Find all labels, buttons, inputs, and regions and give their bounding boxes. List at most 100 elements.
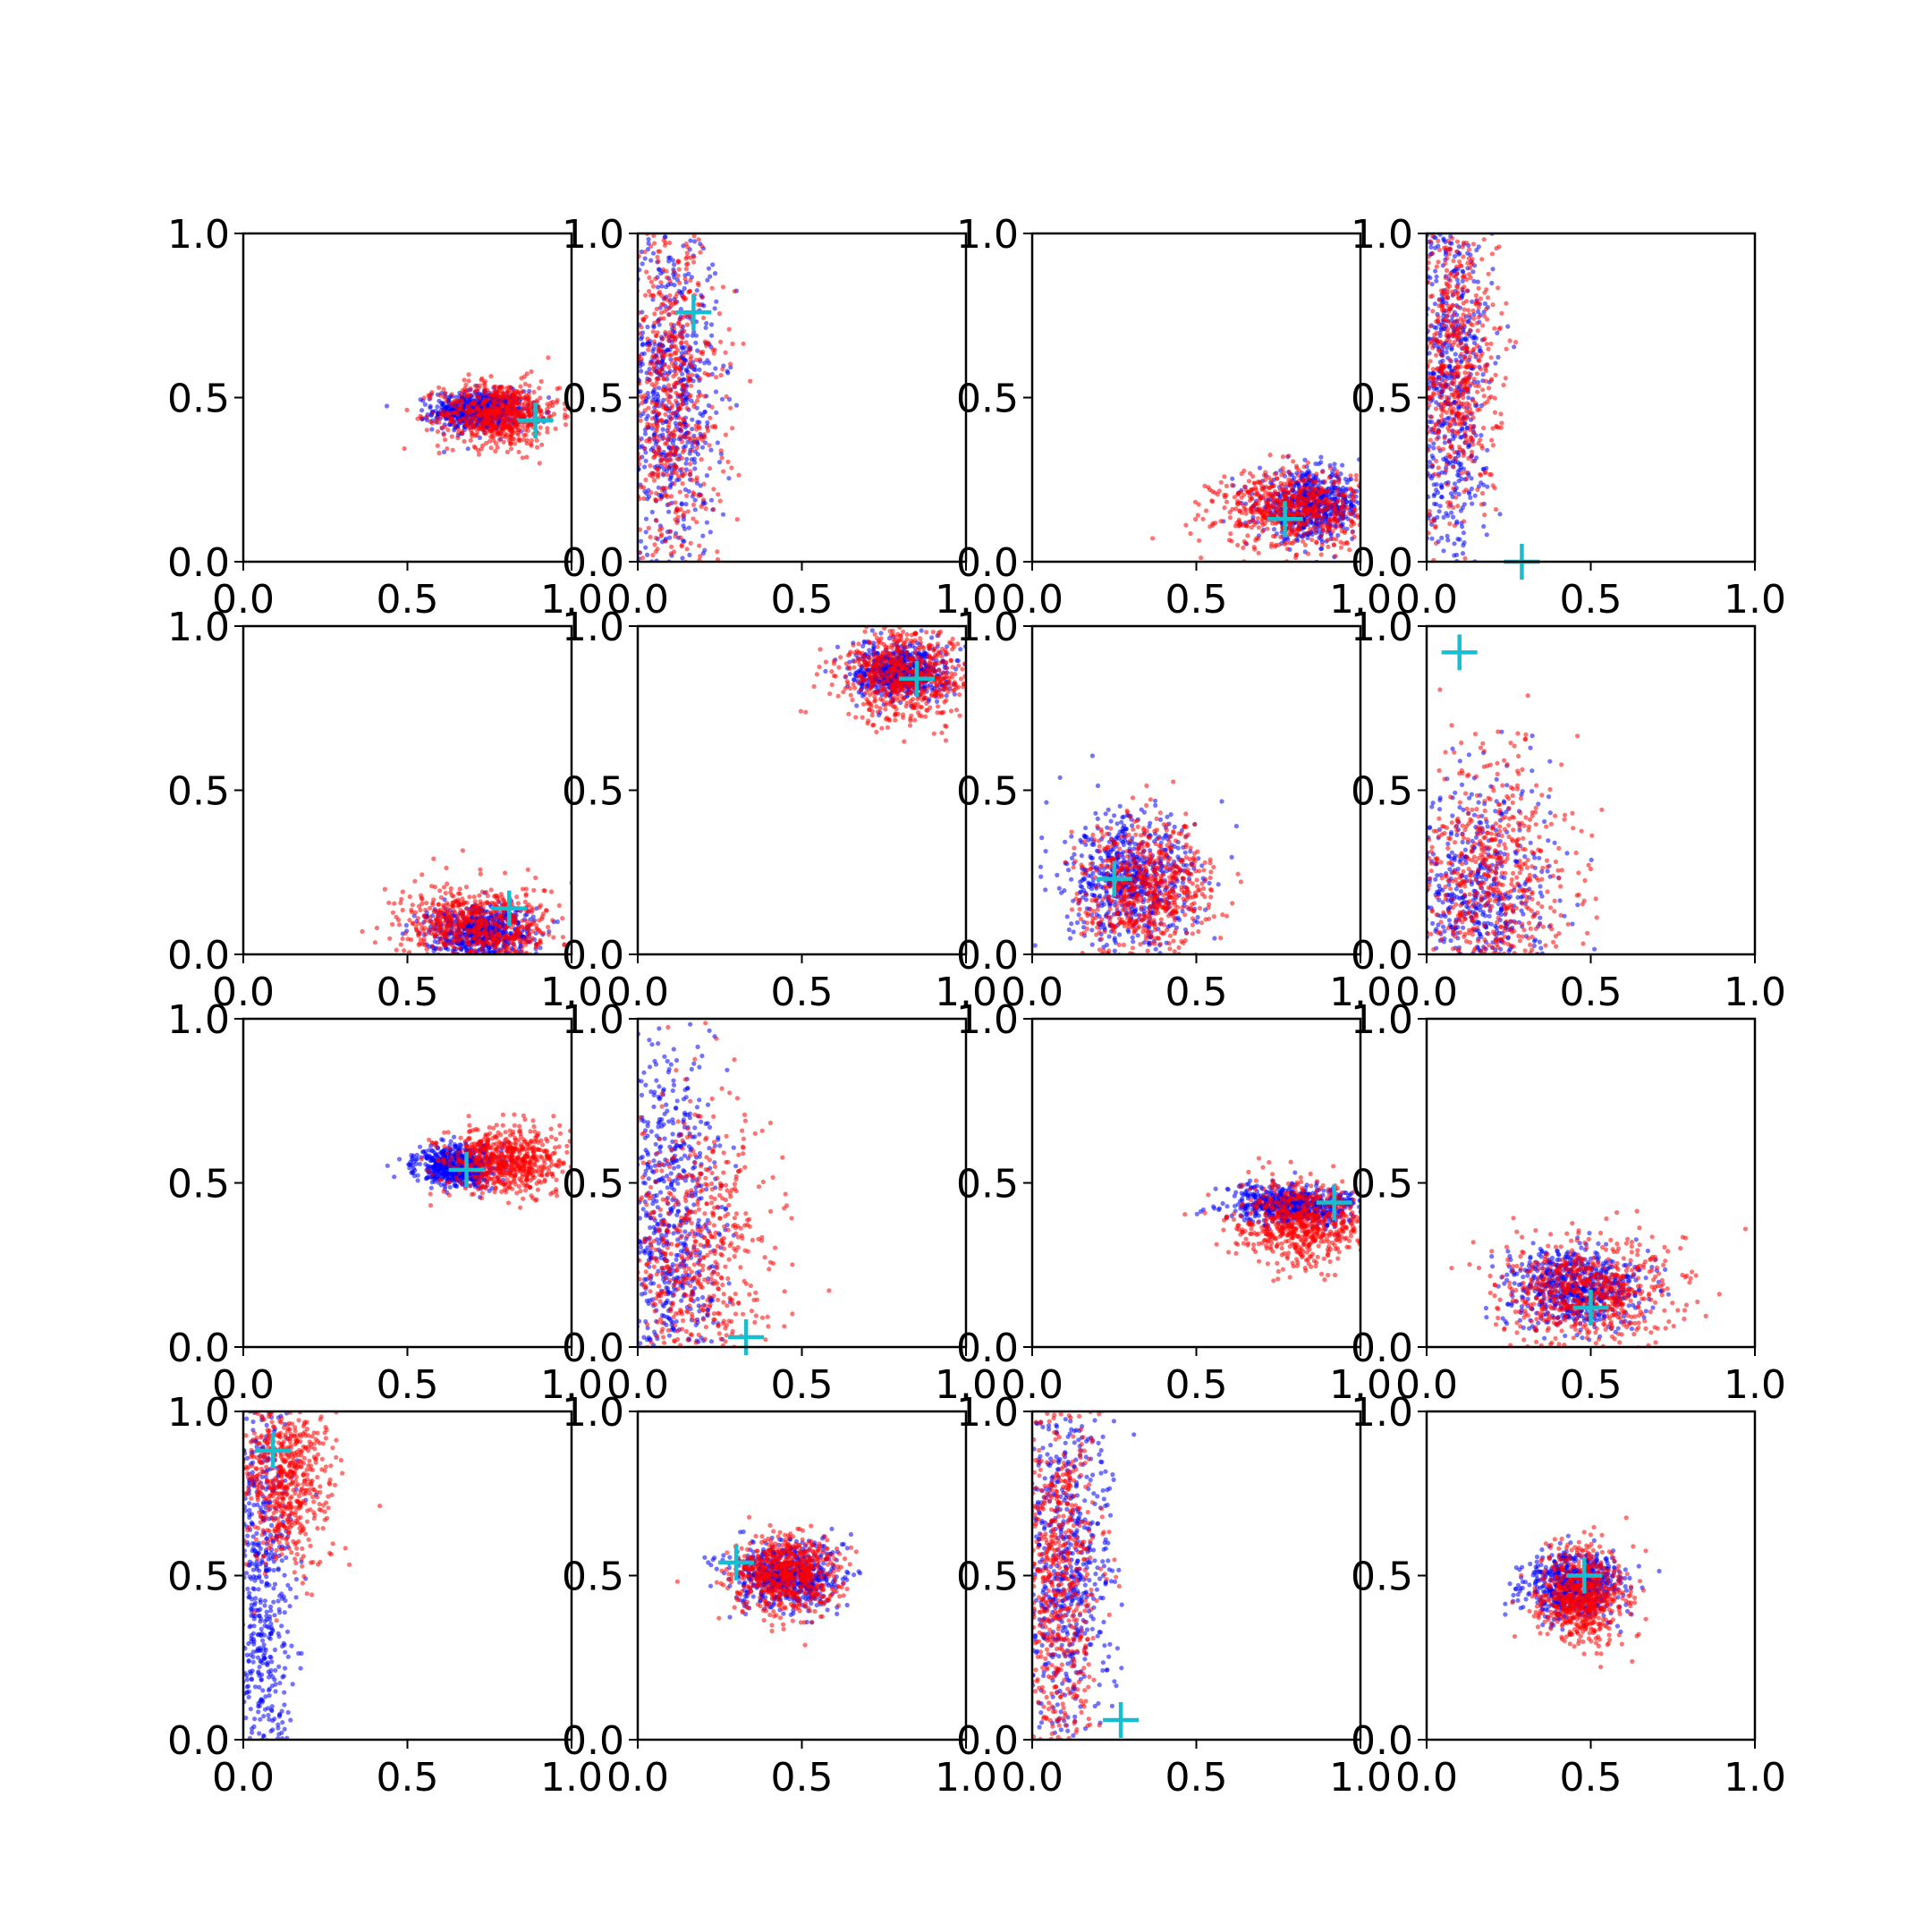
red-point [494,429,500,435]
blue-point [1474,248,1479,253]
red-point [678,427,684,433]
red-point [522,381,529,386]
red-point [1482,336,1487,342]
red-point [1457,259,1462,265]
red-point [661,435,666,440]
red-point [684,250,690,256]
red-point [666,312,672,318]
blue-point [1461,290,1466,296]
blue-point [684,456,690,462]
red-point [1430,309,1436,314]
red-point [661,376,666,381]
red-point [1462,429,1468,435]
blue-point [657,386,662,391]
red-point [690,478,695,483]
red-point [674,448,679,453]
red-point [1309,537,1315,543]
red-point [487,396,494,402]
blue-point [1434,274,1439,279]
red-point [520,402,525,407]
blue-point [441,449,447,454]
red-point [691,233,697,239]
blue-point [689,398,694,403]
red-point [666,419,672,424]
blue-point [645,324,650,330]
red-point [698,376,703,381]
red-point [1428,324,1433,329]
red-point [1249,496,1255,502]
red-point [708,466,713,471]
red-point [1481,237,1487,242]
red-point [1453,495,1459,500]
red-point [656,377,661,382]
blue-point [706,266,712,271]
red-point [1305,460,1310,465]
red-point [1332,513,1337,520]
red-point [459,392,464,397]
red-point [647,289,652,294]
blue-point [1448,460,1453,465]
red-point [672,350,677,355]
red-point [676,415,682,420]
blue-point [1452,481,1458,487]
red-point [640,401,645,406]
red-point [676,356,682,361]
blue-point [1429,419,1435,425]
red-series [1150,453,1360,562]
red-point [1468,275,1473,281]
blue-point [453,394,459,400]
blue-point [726,396,733,402]
red-point [1252,480,1258,486]
blue-point [1482,301,1487,307]
red-point [1301,464,1307,470]
red-point [640,396,646,402]
blue-point [643,516,649,521]
red-point [725,459,731,465]
red-point [665,436,671,442]
red-point [545,426,550,431]
red-point [672,384,677,389]
red-point [664,268,669,274]
red-point [1494,246,1499,251]
blue-point [715,440,721,445]
blue-point [703,325,708,330]
red-point [667,300,673,305]
blue-point [647,367,652,372]
red-point [1348,518,1353,523]
red-point [483,430,488,436]
blue-point [1480,372,1486,377]
red-point [702,435,708,440]
red-point [1462,307,1467,312]
red-point [1259,506,1265,512]
blue-point [1436,509,1442,514]
red-point [1474,343,1480,349]
red-point [1253,538,1258,543]
red-point [653,496,658,503]
red-point [718,339,724,344]
blue-point [1490,267,1496,272]
x-tick-label: 0.0 [212,577,275,623]
red-point [701,315,707,320]
red-point [1475,328,1480,334]
red-point [654,426,659,431]
red-point [1486,271,1491,276]
red-point [1466,455,1471,461]
red-point [1260,522,1266,528]
red-point [462,377,467,383]
red-point [1314,471,1319,477]
red-point [684,547,690,552]
red-point [716,311,723,317]
red-point [1241,503,1247,509]
red-point [525,428,531,433]
red-point [1272,471,1277,477]
red-point [1335,469,1340,474]
blue-point [702,410,708,415]
blue-point [710,262,716,267]
blue-point [690,333,695,338]
red-point [506,402,512,409]
blue-point [1495,330,1500,335]
red-point [1265,526,1270,531]
x-tick-label: 0.5 [1165,577,1228,623]
red-point [1294,510,1300,515]
red-point [470,421,476,427]
